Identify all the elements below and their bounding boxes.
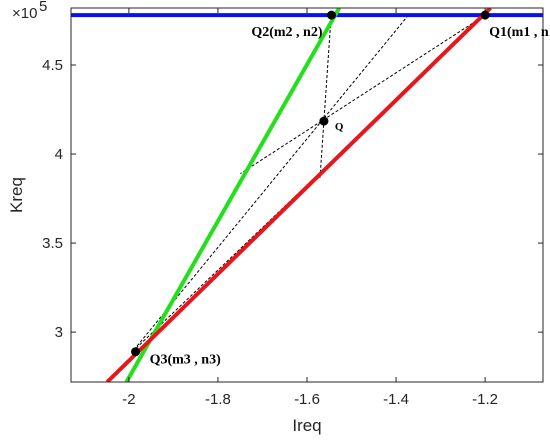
y-exponent-base: ×10: [12, 5, 37, 22]
y-exponent-power: 5: [39, 0, 47, 15]
point-label: Q: [335, 121, 344, 133]
y-tick-label: 3.5: [42, 235, 63, 252]
dashed-line-2: [131, 14, 409, 353]
green-line: [124, 8, 341, 382]
x-tick-label: -1.4: [383, 391, 409, 408]
y-tick-label: 4.5: [42, 57, 63, 74]
x-tick-label: -2: [122, 391, 135, 408]
y-axis-label: Kreq: [7, 177, 26, 213]
plot-area: [71, 8, 543, 382]
x-tick-label: -1.6: [294, 391, 320, 408]
point-marker: [480, 10, 490, 20]
y-tick-label: 4: [55, 146, 63, 163]
point-marker: [319, 116, 329, 126]
x-axis-label: Ireq: [292, 416, 321, 435]
dashed-line-1: [319, 15, 332, 179]
point-marker: [326, 10, 336, 20]
x-tick-label: -1.8: [205, 391, 231, 408]
x-tick-label: -1.2: [472, 391, 498, 408]
point-marker: [131, 347, 141, 357]
point-label: Q3(m3 , n3): [150, 353, 222, 368]
point-label: Q1(m1 , n1): [489, 25, 550, 40]
point-label: Q2(m2 , n2): [251, 25, 323, 40]
y-tick-label: 3: [55, 324, 63, 341]
red-line: [105, 8, 492, 382]
dashed-line-3: [240, 14, 486, 175]
